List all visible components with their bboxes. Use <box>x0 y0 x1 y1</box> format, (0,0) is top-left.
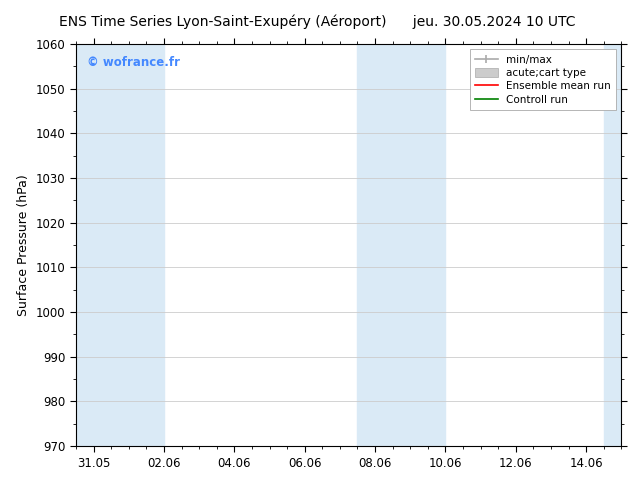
Y-axis label: Surface Pressure (hPa): Surface Pressure (hPa) <box>17 174 30 316</box>
Bar <box>604 44 621 446</box>
Text: © wofrance.fr: © wofrance.fr <box>87 56 180 69</box>
Bar <box>358 44 446 446</box>
Bar <box>76 44 164 446</box>
Text: ENS Time Series Lyon-Saint-Exupéry (Aéroport)      jeu. 30.05.2024 10 UTC: ENS Time Series Lyon-Saint-Exupéry (Aéro… <box>59 15 575 29</box>
Legend: min/max, acute;cart type, Ensemble mean run, Controll run: min/max, acute;cart type, Ensemble mean … <box>470 49 616 110</box>
